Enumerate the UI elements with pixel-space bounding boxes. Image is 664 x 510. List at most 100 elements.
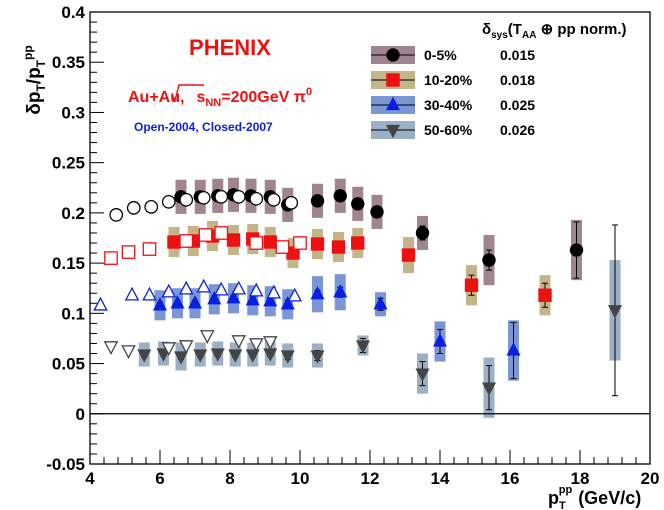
closed-point [226, 233, 241, 247]
open-point [179, 234, 194, 248]
open-point [179, 192, 194, 207]
closed-point [263, 293, 278, 307]
open-point [248, 282, 264, 297]
x-tick-label: 20 [641, 469, 660, 488]
legend-label: 50-60% [424, 122, 473, 138]
legend-marker [386, 48, 400, 62]
closed-point [415, 368, 430, 382]
open-point [142, 242, 157, 256]
legend-marker [385, 124, 401, 139]
collision-label: Au+Au, sNN=200GeV π0 [128, 86, 312, 109]
open-point [126, 201, 141, 215]
closed-point [569, 243, 584, 257]
open-point [142, 286, 157, 301]
closed-point [506, 342, 521, 356]
open-point [248, 338, 264, 352]
x-tick-label: 6 [155, 469, 164, 488]
closed-point [464, 278, 479, 292]
x-tick-label: 12 [361, 469, 380, 488]
open-point [121, 245, 136, 259]
y-tick-label: 0.25 [52, 154, 85, 173]
open-point [161, 194, 176, 209]
chart-title: PHENIX [189, 35, 271, 60]
closed-point [415, 226, 430, 240]
open-point [144, 200, 159, 214]
open-point [266, 192, 281, 207]
legend: δsys(TAA ⊕ pp norm.) 0-5% 0.015 10-20% 0.01… [371, 21, 626, 139]
closed-point [333, 284, 348, 298]
legend-marker [386, 73, 400, 87]
x-axis-title: pTpp (GeV/c) [548, 484, 641, 510]
open-point [178, 340, 194, 355]
open-point [104, 251, 118, 265]
closed-point [310, 237, 325, 251]
closed-point [432, 333, 448, 347]
closed-point [310, 194, 325, 208]
legend-sys-value: 0.018 [500, 72, 535, 88]
y-tick-label: 0 [76, 405, 85, 424]
x-tick-label: 18 [571, 469, 590, 488]
closed-point [207, 291, 222, 305]
legend-label: 30-40% [424, 97, 473, 113]
open-point [196, 190, 211, 205]
closed-point [187, 295, 203, 309]
closed-point [245, 349, 260, 363]
open-point [213, 281, 229, 296]
data-points [93, 188, 623, 396]
open-point [231, 280, 247, 295]
axes [89, 11, 651, 465]
tick-labels: 4 6 8 10 12 14 16 18 20 -0.05 0 0.05 0.1 0.15 0.2 0.25 0… [46, 3, 659, 488]
dataset-note: Open-2004, Closed-2007 [134, 120, 273, 134]
open-point [231, 189, 246, 204]
legend-header: δsys(TAA ⊕ pp norm.) [482, 21, 626, 41]
legend-marker [385, 96, 401, 111]
closed-point [245, 292, 260, 306]
x-tick-label: 16 [501, 469, 520, 488]
closed-point [481, 382, 497, 396]
closed-point [280, 350, 295, 364]
closed-point [331, 240, 346, 254]
open-point [178, 280, 194, 295]
closed-point [538, 288, 552, 302]
y-tick-label: 0.4 [61, 3, 85, 22]
legend-sys-value: 0.015 [500, 47, 535, 63]
open-point [284, 195, 299, 210]
closed-point [351, 197, 365, 211]
open-point [199, 330, 215, 344]
y-tick-label: 0.3 [61, 103, 85, 122]
closed-point [310, 286, 325, 300]
open-point [262, 336, 278, 350]
open-point [121, 345, 136, 360]
open-point [124, 286, 140, 301]
closed-point [373, 296, 388, 310]
closed-point [152, 297, 168, 311]
open-point [93, 296, 108, 311]
y-tick-label: 0.35 [52, 53, 85, 72]
closed-point [170, 295, 185, 309]
closed-point [310, 350, 325, 364]
open-point [249, 236, 264, 250]
legend-label: 10-20% [424, 72, 473, 88]
closed-point [228, 349, 243, 363]
closed-point [482, 253, 496, 267]
closed-point [355, 340, 371, 354]
closed-point [193, 349, 208, 363]
closed-point [607, 305, 623, 319]
open-point [287, 287, 303, 302]
legend-entries: 0-5% 0.015 10-20% 0.018 30-40% 0.025 50-60% 0.0… [371, 46, 535, 139]
y-tick-label: 0.2 [61, 204, 85, 223]
open-point [161, 342, 177, 357]
open-point [196, 278, 212, 293]
closed-point [137, 349, 152, 363]
y-tick-label: -0.05 [46, 455, 85, 474]
closed-point [370, 205, 384, 219]
closed-point [280, 296, 295, 310]
closed-point [167, 235, 181, 249]
open-point [231, 335, 247, 349]
closed-point [333, 189, 347, 203]
x-tick-label: 4 [85, 469, 95, 488]
y-axis-title: δpT/pTpp [21, 45, 48, 114]
open-point [198, 228, 213, 242]
